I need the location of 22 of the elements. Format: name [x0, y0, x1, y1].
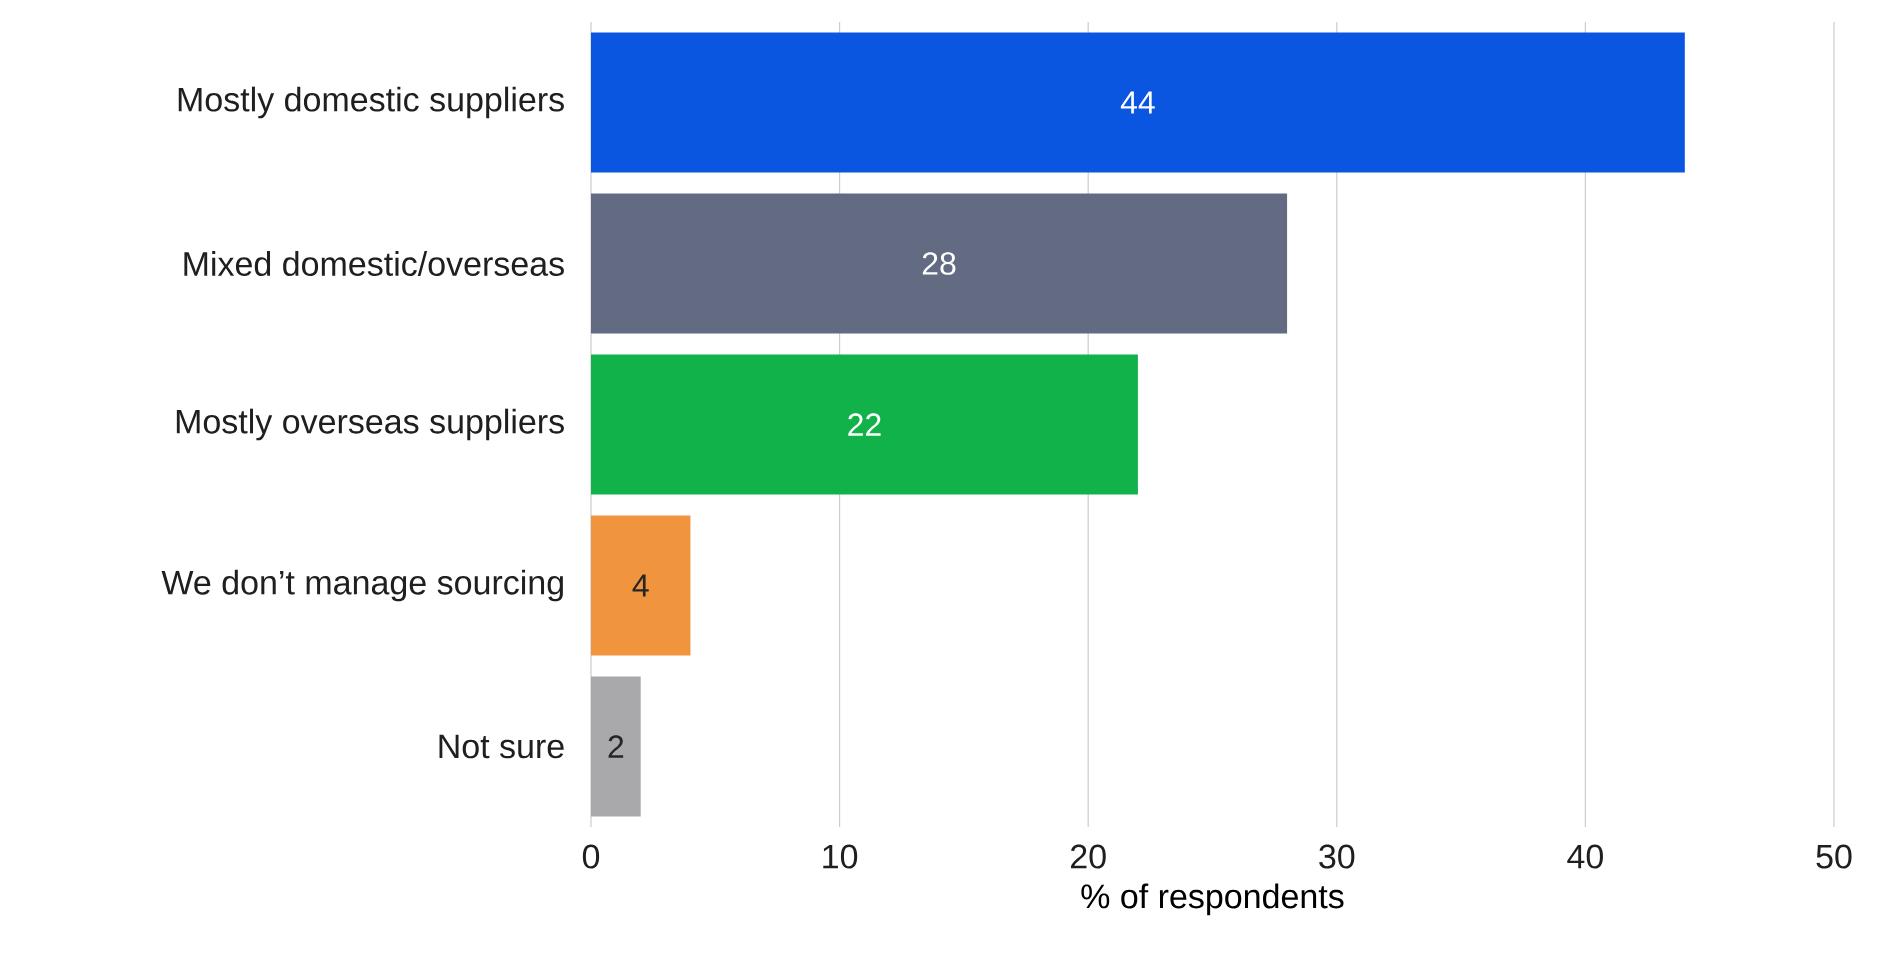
y-tick-label: Not sure: [439, 734, 564, 759]
y-tick-label: We don’t manage sourcing: [161, 569, 563, 602]
data-label: 4: [632, 574, 649, 597]
data-label: 22: [848, 413, 881, 436]
x-tick-label: 30: [1319, 844, 1355, 869]
bar: [591, 515, 691, 656]
data-label: 28: [922, 252, 956, 275]
data-label: 2: [608, 735, 624, 758]
x-tick-label: 40: [1567, 844, 1603, 869]
bar: [591, 32, 1685, 173]
data-label: 44: [1120, 91, 1155, 114]
y-tick-label: Mostly domestic suppliers: [178, 86, 564, 119]
x-tick-label: 20: [1070, 844, 1106, 869]
y-tick-label: Mostly overseas suppliers: [176, 408, 564, 441]
bar: [591, 676, 641, 817]
x-tick-label: 0: [582, 844, 600, 869]
x-axis-title: % of respondents: [1081, 883, 1344, 916]
y-tick-label: Mixed domestic/overseas: [184, 251, 564, 276]
bar: [591, 193, 1288, 334]
bar: [591, 354, 1138, 495]
x-tick-label: 10: [823, 844, 858, 869]
x-tick-label: 50: [1816, 844, 1852, 869]
